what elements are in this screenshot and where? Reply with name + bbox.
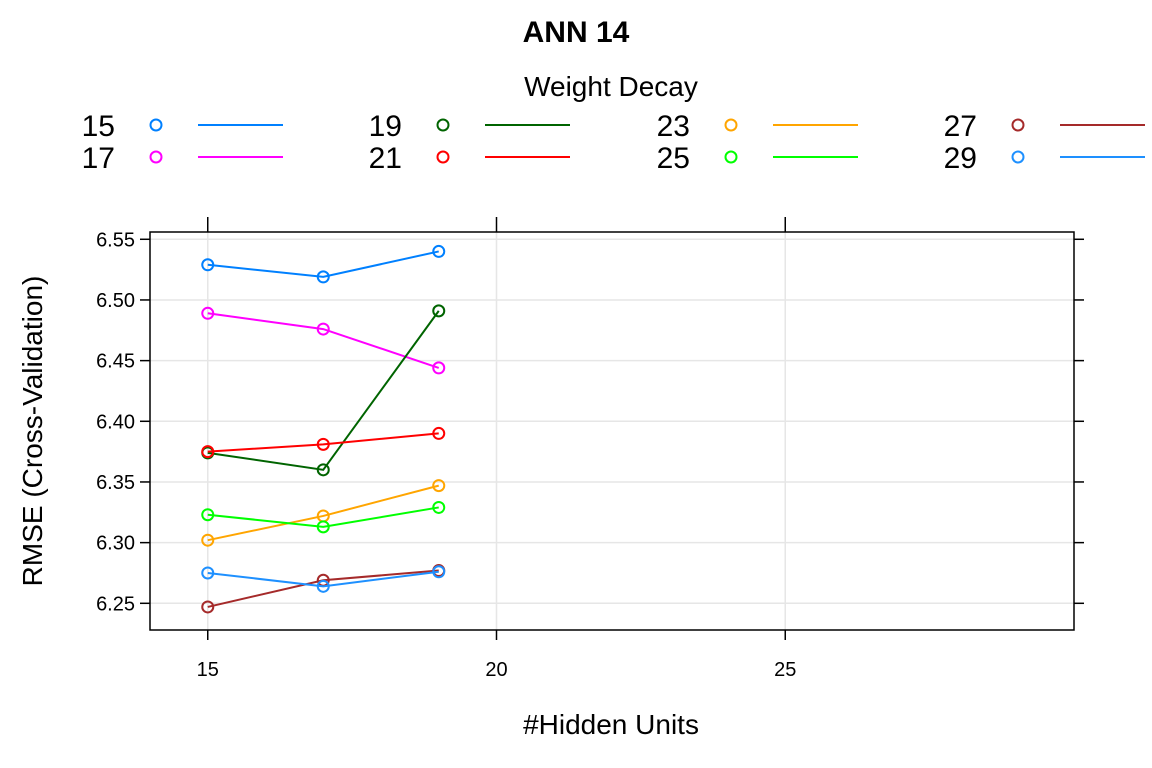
data-point bbox=[316, 463, 330, 477]
legend-item-25: 25 bbox=[657, 142, 858, 175]
x-tick-label: 15 bbox=[197, 659, 219, 681]
y-tick-label: 6.50 bbox=[96, 290, 135, 312]
legend-label: 19 bbox=[369, 110, 402, 143]
series-29 bbox=[201, 565, 446, 593]
y-tick-label: 6.40 bbox=[96, 411, 135, 433]
legend-marker bbox=[724, 150, 738, 164]
legend-label: 27 bbox=[944, 110, 977, 143]
data-point bbox=[432, 426, 446, 440]
series-25 bbox=[201, 500, 446, 534]
y-tick-label: 6.35 bbox=[96, 472, 135, 494]
x-axis-label: #Hidden Units bbox=[523, 709, 699, 740]
legend-label: 23 bbox=[657, 110, 690, 143]
data-point bbox=[201, 600, 215, 614]
grid bbox=[150, 232, 1074, 630]
data-point bbox=[201, 566, 215, 580]
legend-marker bbox=[1011, 150, 1025, 164]
y-axis-label: RMSE (Cross-Validation) bbox=[17, 276, 48, 587]
legend-marker bbox=[149, 150, 163, 164]
series-23 bbox=[201, 479, 446, 547]
legend-label: 15 bbox=[82, 110, 115, 143]
series-line bbox=[207, 312, 440, 369]
legend-marker bbox=[436, 118, 450, 132]
plot-frame bbox=[149, 231, 1075, 631]
data-point bbox=[316, 520, 330, 534]
data-point bbox=[201, 445, 215, 459]
data-point bbox=[432, 479, 446, 493]
data-point bbox=[201, 258, 215, 272]
legend-marker bbox=[1011, 118, 1025, 132]
legend-label: 21 bbox=[369, 142, 402, 175]
series-line bbox=[207, 432, 439, 453]
axis-ticks: 6.25 6.30 6.35 6.40 6.45 6.50 6.55 15 20 25 bbox=[96, 217, 1084, 681]
legend-item-29: 29 bbox=[944, 142, 1145, 175]
data-point bbox=[201, 508, 215, 522]
series-21 bbox=[201, 426, 446, 459]
x-tick-label: 25 bbox=[774, 659, 796, 681]
data-point bbox=[201, 306, 215, 320]
x-tick-label: 20 bbox=[485, 659, 507, 681]
data-point bbox=[432, 244, 446, 258]
legend-item-17: 17 bbox=[82, 142, 283, 175]
data-point bbox=[316, 322, 330, 336]
data-point bbox=[432, 361, 446, 375]
legend-label: 29 bbox=[944, 142, 977, 175]
series-line bbox=[207, 310, 440, 471]
legend-marker bbox=[436, 150, 450, 164]
series-line bbox=[207, 250, 439, 278]
legend-item-15: 15 bbox=[82, 110, 283, 143]
legend-item-27: 27 bbox=[944, 110, 1145, 143]
y-tick-label: 6.30 bbox=[96, 533, 135, 555]
legend-marker bbox=[724, 118, 738, 132]
legend-item-19: 19 bbox=[369, 110, 570, 143]
legend-marker bbox=[149, 118, 163, 132]
data-point bbox=[316, 270, 330, 284]
series-group bbox=[201, 244, 446, 614]
data-point bbox=[432, 500, 446, 514]
series-17 bbox=[201, 306, 446, 375]
legend-label: 25 bbox=[657, 142, 690, 175]
series-27 bbox=[201, 564, 446, 614]
y-tick-label: 6.45 bbox=[96, 351, 135, 373]
data-point bbox=[432, 565, 446, 579]
y-tick-label: 6.55 bbox=[96, 229, 135, 251]
legend-title: Weight Decay bbox=[524, 71, 698, 102]
data-point bbox=[432, 304, 446, 318]
data-point bbox=[316, 437, 330, 451]
legend-item-21: 21 bbox=[369, 142, 570, 175]
chart-title: ANN 14 bbox=[523, 16, 630, 49]
legend-item-23: 23 bbox=[657, 110, 858, 143]
y-tick-label: 6.25 bbox=[96, 593, 135, 615]
series-line bbox=[207, 484, 440, 542]
series-line bbox=[207, 570, 439, 588]
series-15 bbox=[201, 244, 446, 284]
series-line bbox=[207, 506, 439, 528]
legend-label: 17 bbox=[82, 142, 115, 175]
data-point bbox=[201, 533, 215, 547]
data-point bbox=[316, 579, 330, 593]
